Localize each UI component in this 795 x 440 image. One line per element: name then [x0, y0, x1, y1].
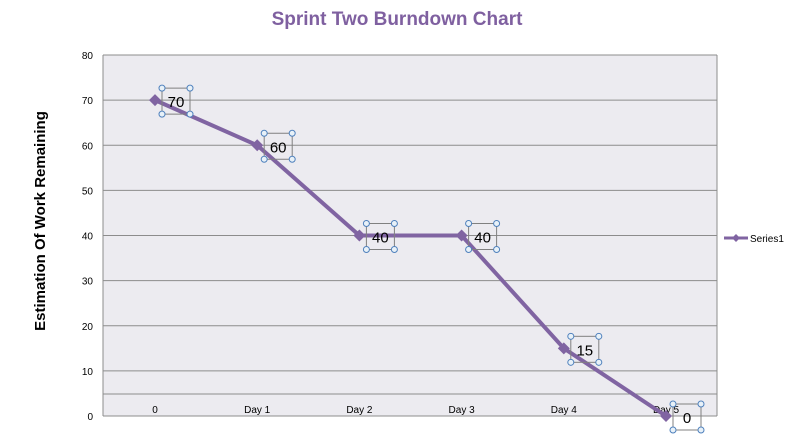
selection-handle — [260, 129, 268, 137]
y-tick-label: 70 — [82, 96, 94, 107]
data-label-frame — [158, 84, 194, 118]
y-tick-label: 0 — [87, 412, 93, 423]
y-tick-label: 50 — [82, 186, 94, 197]
data-label: 40 — [372, 230, 389, 247]
selection-handle — [493, 220, 501, 227]
data-point — [353, 229, 366, 242]
data-point — [149, 94, 161, 107]
y-tick-label: 40 — [82, 232, 94, 243]
selection-handle — [697, 426, 705, 434]
data-point — [660, 410, 672, 422]
selection-handle — [493, 246, 501, 253]
selection-handle — [288, 129, 296, 137]
data-label-frame — [362, 220, 398, 253]
x-tick-label: Day 1 — [244, 405, 271, 416]
y-tick-label: 80 — [82, 51, 94, 62]
selection-handle — [158, 110, 166, 118]
series-line — [154, 98, 668, 418]
data-label-frame — [465, 220, 501, 253]
selection-handle — [567, 332, 575, 340]
data-label-frame — [260, 129, 296, 163]
data-point — [557, 342, 570, 355]
y-axis-ticks: 0 10 20 30 40 50 60 70 80 — [82, 51, 94, 423]
selection-handle — [362, 246, 370, 253]
legend: Series1 — [724, 234, 784, 245]
selection-handle — [260, 155, 268, 163]
label-box — [161, 87, 191, 115]
x-tick-label: Day 2 — [346, 405, 373, 416]
y-axis-label: Estimation Of Work Remaining — [32, 111, 49, 331]
data-labels: 70 60 40 40 15 0 — [158, 84, 705, 434]
selection-handle — [669, 426, 677, 434]
selection-handle — [697, 400, 705, 408]
data-label: 40 — [474, 230, 491, 247]
selection-handle — [567, 358, 575, 366]
label-box — [365, 223, 395, 250]
data-label: 15 — [576, 342, 593, 359]
selection-handle — [288, 155, 296, 163]
gridlines — [102, 54, 718, 417]
data-point — [455, 229, 468, 242]
selection-handle — [390, 220, 398, 227]
label-box — [570, 335, 600, 363]
legend-entry: Series1 — [750, 234, 784, 245]
selection-handle — [158, 84, 166, 92]
data-label-frame — [567, 332, 603, 366]
selection-handle — [669, 400, 677, 408]
y-tick-label: 20 — [82, 322, 94, 333]
selection-handle — [390, 246, 398, 253]
label-box — [672, 403, 702, 431]
legend-marker — [732, 234, 740, 242]
y-tick-label: 60 — [82, 141, 94, 152]
data-label: 70 — [168, 94, 185, 111]
selection-handle — [595, 358, 603, 366]
y-tick-label: 30 — [82, 277, 94, 288]
series-layer — [149, 94, 672, 422]
data-label-frame — [669, 400, 705, 434]
label-box — [263, 132, 293, 160]
selection-handle — [465, 220, 473, 227]
selection-handle — [595, 332, 603, 340]
data-label: 60 — [270, 139, 287, 156]
y-tick-label: 10 — [82, 367, 94, 378]
data-label: 0 — [683, 410, 691, 427]
data-point — [251, 139, 264, 152]
chart-title: Sprint Two Burndown Chart — [272, 9, 524, 30]
selection-handle — [186, 84, 194, 92]
selection-handle — [362, 220, 370, 227]
selection-handle — [186, 110, 194, 118]
x-tick-label: 0 — [152, 405, 158, 416]
x-tick-label: Day 4 — [551, 405, 578, 416]
label-box — [468, 223, 498, 250]
selection-handle — [465, 246, 473, 253]
x-tick-label: Day 3 — [449, 405, 476, 416]
